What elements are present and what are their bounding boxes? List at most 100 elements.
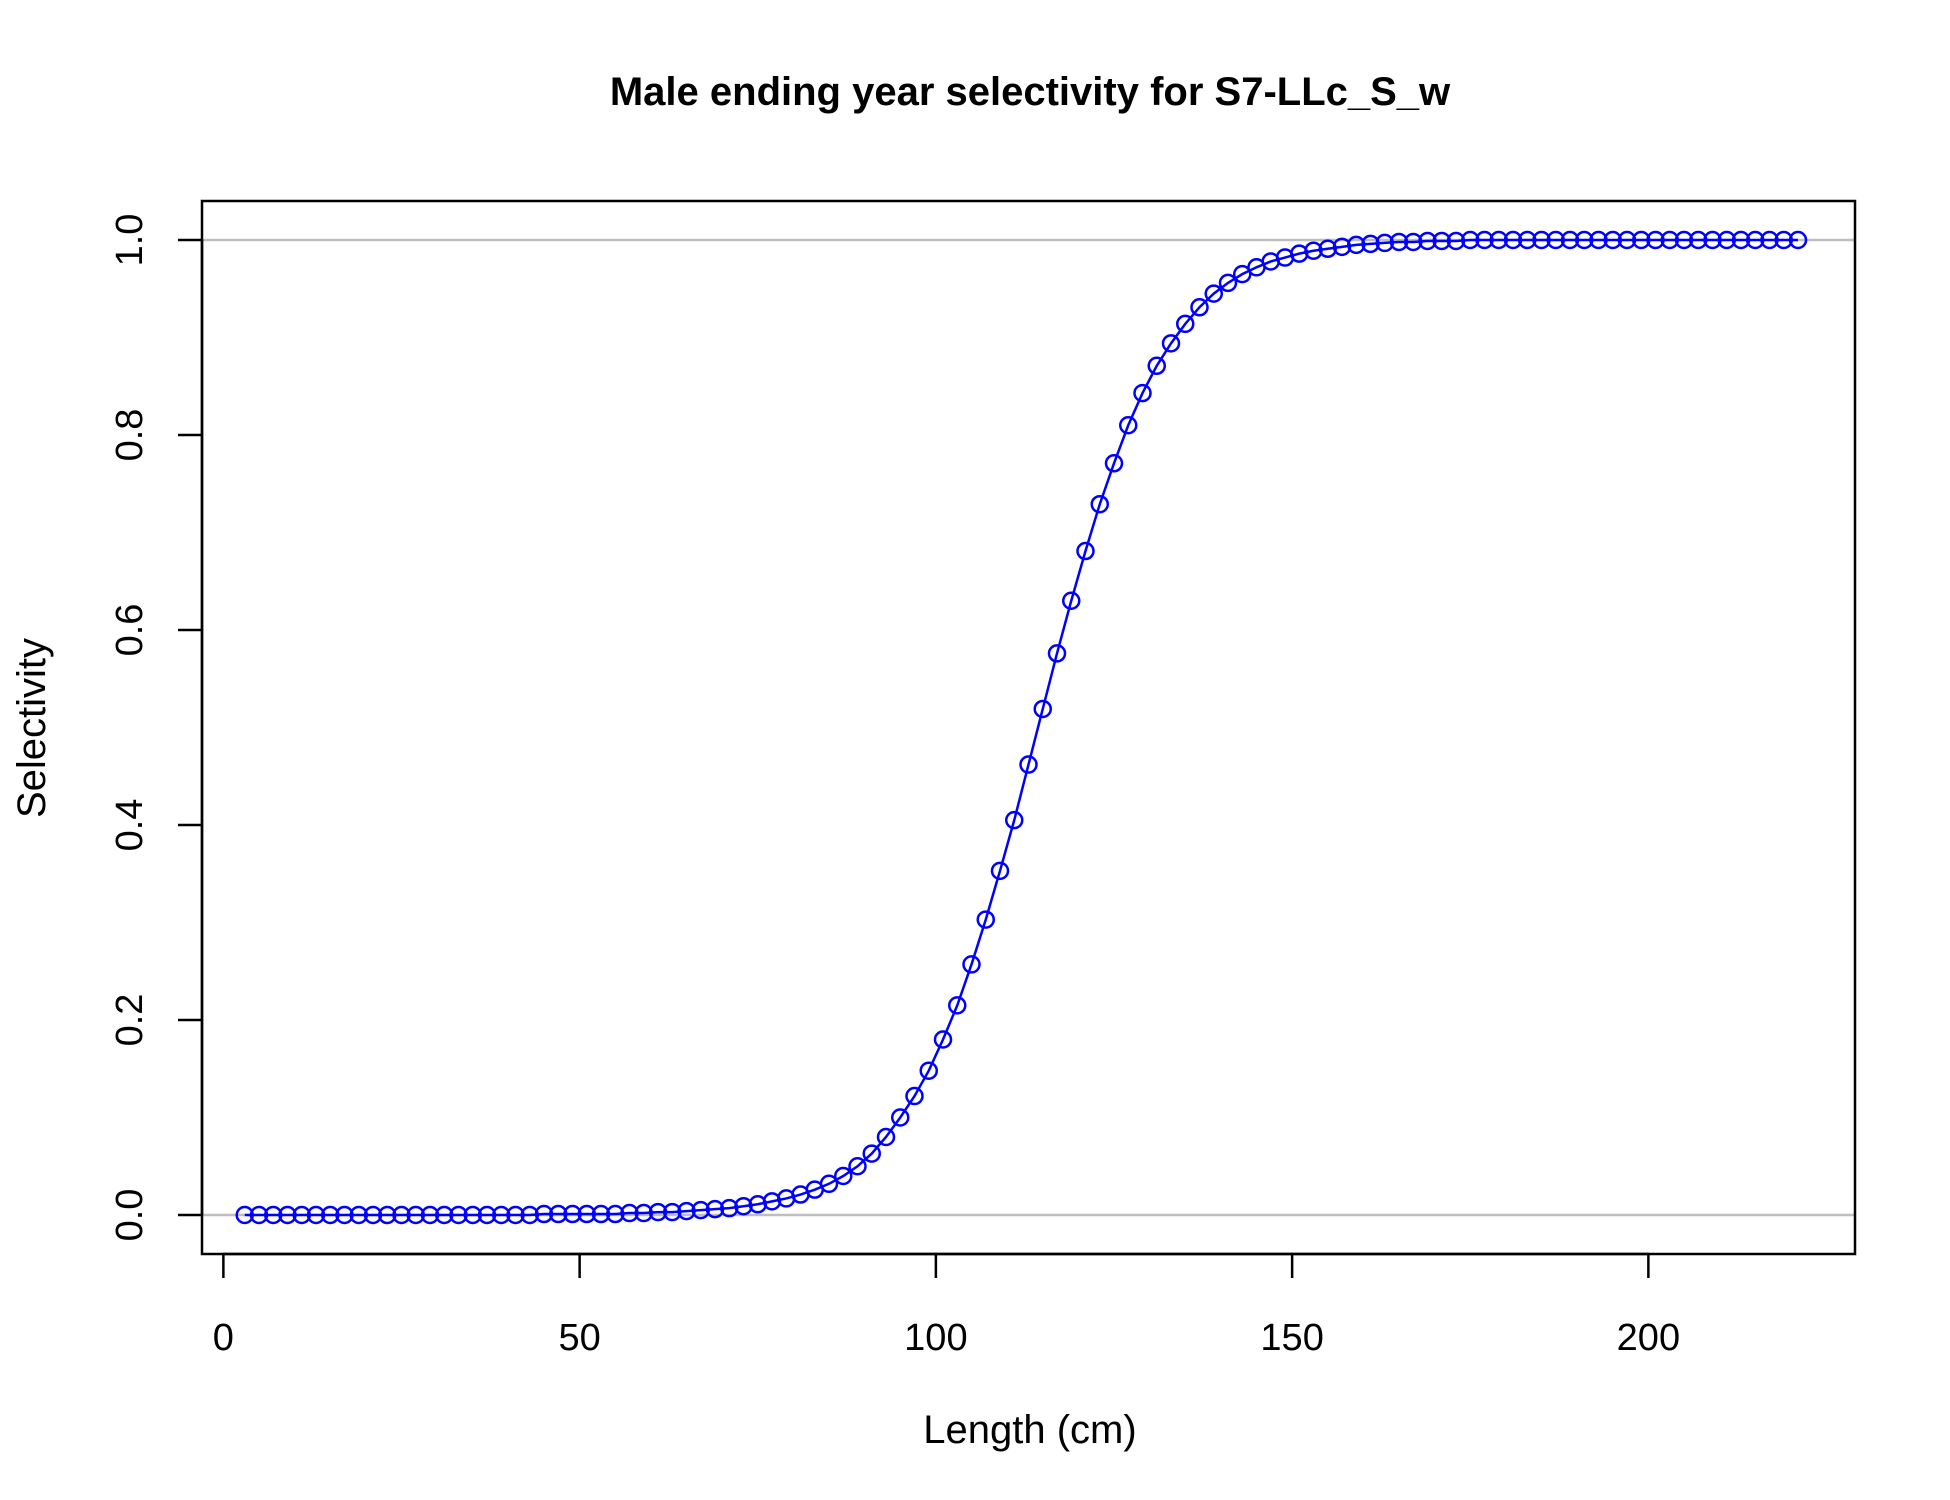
data-point — [1674, 230, 1694, 250]
data-point — [1033, 699, 1052, 719]
data-point — [335, 1205, 354, 1225]
y-tick-label: 0.0 — [109, 1189, 151, 1242]
data-point — [1418, 231, 1437, 251]
y-tick-label: 0.6 — [109, 604, 151, 657]
data-point — [449, 1205, 468, 1225]
data-point — [420, 1205, 440, 1225]
data-point — [577, 1204, 596, 1224]
y-tick-label: 1.0 — [109, 214, 151, 267]
data-point — [891, 1108, 910, 1127]
y-tick-label: 0.2 — [109, 994, 151, 1047]
y-tick-label: 0.4 — [109, 799, 151, 852]
data-point — [677, 1201, 696, 1221]
data-point — [235, 1205, 254, 1225]
data-point — [1233, 264, 1252, 284]
x-tick-label: 0 — [213, 1317, 234, 1359]
data-point — [1432, 231, 1451, 251]
data-point — [1646, 230, 1665, 250]
data-point — [1461, 230, 1480, 250]
data-point — [378, 1205, 397, 1225]
data-point — [1147, 356, 1166, 376]
x-axis: 0 50 100 150 200 — [213, 1252, 1680, 1359]
data-point — [292, 1205, 311, 1225]
data-point — [477, 1205, 497, 1225]
data-point — [663, 1202, 682, 1222]
data-point — [1617, 230, 1637, 250]
data-point — [349, 1205, 368, 1225]
data-point — [1047, 644, 1067, 663]
data-point — [1361, 234, 1380, 254]
data-point — [591, 1204, 611, 1224]
data-point — [606, 1204, 625, 1224]
data-point — [1218, 273, 1238, 293]
data-point — [520, 1205, 539, 1225]
data-point — [1746, 230, 1765, 250]
data-point — [976, 910, 995, 929]
data-point — [1546, 230, 1565, 250]
data-point — [1090, 494, 1109, 514]
data-point — [834, 1166, 853, 1186]
data-point — [1161, 334, 1181, 353]
data-point — [1375, 233, 1394, 253]
y-axis-label: Selectivity — [10, 638, 54, 818]
data-point — [1774, 230, 1793, 250]
data-point — [1575, 230, 1594, 250]
reference-lines — [202, 238, 1855, 1217]
data-point — [1446, 231, 1466, 251]
data-point — [1119, 416, 1138, 435]
x-tick-label: 150 — [1260, 1317, 1323, 1359]
data-point — [463, 1205, 482, 1225]
data-point — [278, 1205, 297, 1225]
data-point — [1532, 230, 1551, 250]
data-point — [1104, 454, 1124, 473]
data-point — [1560, 230, 1580, 250]
y-tick-label: 0.8 — [109, 409, 151, 462]
data-point — [819, 1174, 839, 1194]
data-point — [1062, 591, 1081, 610]
x-tick-label: 100 — [904, 1317, 967, 1359]
data-point — [962, 955, 981, 974]
data-point — [1019, 755, 1038, 774]
y-axis: 0.0 0.2 0.4 0.6 0.8 1.0 — [109, 214, 204, 1242]
data-point — [1404, 232, 1423, 252]
series-line — [244, 238, 1798, 1217]
data-point — [948, 996, 967, 1015]
data-point — [563, 1204, 582, 1224]
data-point — [691, 1200, 710, 1220]
data-point — [705, 1199, 725, 1219]
data-point — [905, 1086, 924, 1106]
data-point — [1632, 230, 1651, 250]
data-point — [1660, 230, 1679, 250]
data-point — [1332, 237, 1352, 257]
plot-frame — [200, 199, 1857, 1256]
data-point — [876, 1127, 896, 1147]
data-point — [249, 1205, 269, 1225]
data-point — [264, 1205, 283, 1225]
data-point — [321, 1205, 340, 1225]
data-point — [933, 1030, 953, 1049]
data-point — [1760, 230, 1779, 250]
data-point — [634, 1203, 653, 1223]
x-tick-label: 50 — [558, 1317, 600, 1359]
data-point — [506, 1205, 525, 1225]
data-point — [1589, 230, 1608, 250]
data-point — [406, 1205, 425, 1225]
data-point — [549, 1204, 568, 1224]
data-point — [1076, 541, 1095, 561]
data-point — [1304, 241, 1323, 260]
data-point — [492, 1205, 511, 1225]
data-point — [1389, 232, 1409, 252]
data-point — [435, 1205, 454, 1225]
data-point — [1204, 284, 1223, 303]
data-point — [1489, 230, 1508, 250]
data-point — [1503, 230, 1523, 250]
data-point — [848, 1157, 867, 1176]
data-point — [919, 1061, 938, 1080]
data-point — [990, 861, 1010, 881]
data-point — [720, 1198, 739, 1218]
data-point — [1176, 314, 1195, 334]
data-point — [648, 1202, 668, 1222]
data-point — [862, 1144, 881, 1163]
data-point — [363, 1205, 383, 1225]
